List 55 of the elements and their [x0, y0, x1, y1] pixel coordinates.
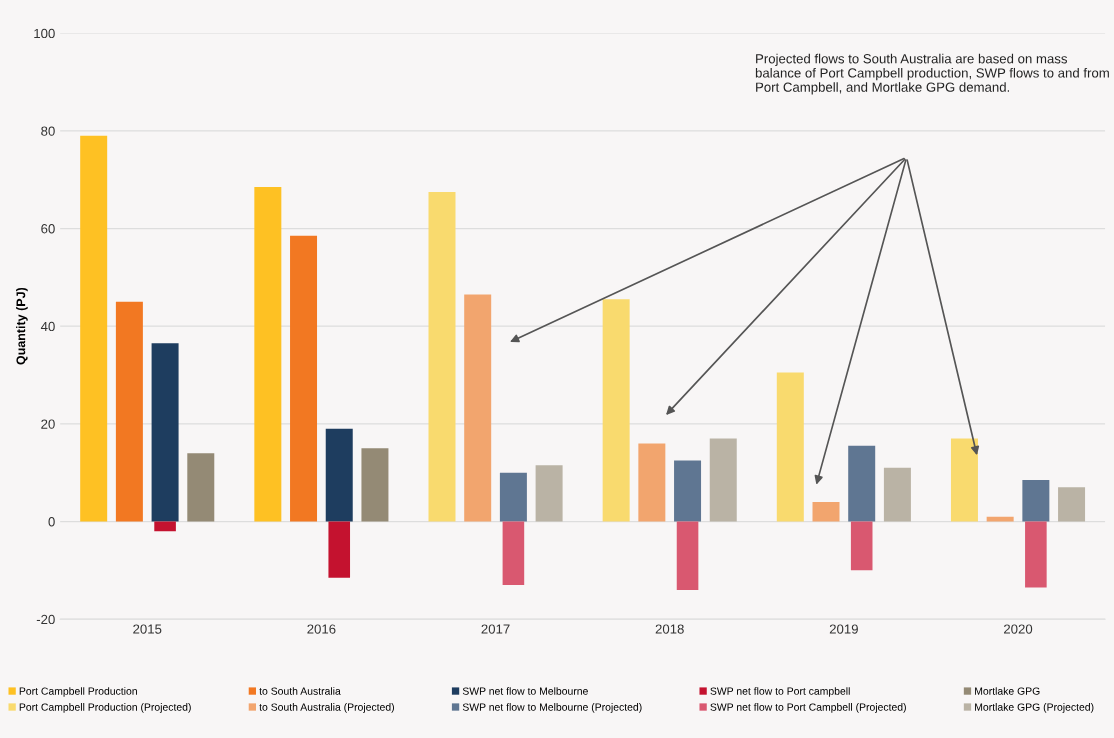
- annotation: Projected flows to South Australia are based on mass balance of Port Campbell production, SWP flows to and from Port Campbell, and Mortlake GPG demand.: [755, 53, 1109, 95]
- bar: [1058, 487, 1086, 522]
- y-tick-label: 0: [48, 517, 55, 527]
- legend-label: SWP net flow to Port Campbell (Projected): [710, 703, 906, 713]
- bar: [638, 443, 666, 522]
- bar: [986, 516, 1014, 522]
- bar: [883, 467, 911, 522]
- bar: [535, 465, 563, 522]
- y-tick-label: 60: [41, 224, 55, 234]
- bar: [254, 187, 282, 522]
- legend-label: SWP net flow to Melbourne: [462, 687, 588, 695]
- bar: [674, 460, 702, 522]
- bar: [812, 501, 840, 522]
- bar: [151, 343, 179, 522]
- x-tick-label: 2017: [481, 624, 510, 634]
- y-axis-title: Quantity (PJ): [16, 287, 28, 365]
- x-tick-label: 2018: [655, 624, 684, 634]
- bar: [80, 135, 108, 522]
- legend-label: SWP net flow to Port campbell: [710, 687, 850, 697]
- y-tick-label: 20: [41, 419, 55, 429]
- x-tick-label: 2019: [829, 624, 858, 634]
- bar: [290, 235, 318, 522]
- bar: [1025, 521, 1047, 588]
- x-tick-label: 2015: [133, 624, 162, 634]
- bar: [154, 521, 176, 532]
- y-tick-label: 80: [41, 126, 55, 136]
- bar: [328, 521, 351, 578]
- y-tick-label: -20: [36, 614, 55, 625]
- legend-label: SWP net flow to Melbourne (Projected): [462, 703, 642, 713]
- legend-label: Mortlake GPG (Projected): [975, 703, 1094, 713]
- legend-label: Mortlake GPG: [975, 687, 1040, 695]
- bar: [1022, 480, 1050, 522]
- bar: [602, 299, 630, 522]
- bar: [848, 445, 876, 522]
- x-tick-label: 2020: [1004, 624, 1033, 634]
- bar: [676, 521, 699, 590]
- bar: [428, 191, 456, 522]
- bar: [709, 438, 737, 522]
- bar: [776, 372, 804, 522]
- bar: [502, 521, 525, 585]
- bar: [115, 301, 143, 522]
- y-tick-label: 100: [34, 28, 55, 39]
- bar: [187, 453, 215, 522]
- bar: [950, 438, 978, 522]
- bar: [499, 472, 527, 522]
- bar: [464, 294, 492, 522]
- x-tick-label: 2016: [307, 624, 336, 634]
- legend-label: to South Australia: [259, 687, 341, 695]
- bar: [850, 521, 873, 571]
- bar: [325, 428, 353, 522]
- bar: [361, 448, 389, 522]
- legend-label: Port Campbell Production (Projected): [19, 703, 191, 713]
- y-tick-label: 40: [40, 321, 55, 332]
- legend-label: to South Australia (Projected): [259, 703, 394, 713]
- legend-label: Port Campbell Production: [19, 687, 137, 697]
